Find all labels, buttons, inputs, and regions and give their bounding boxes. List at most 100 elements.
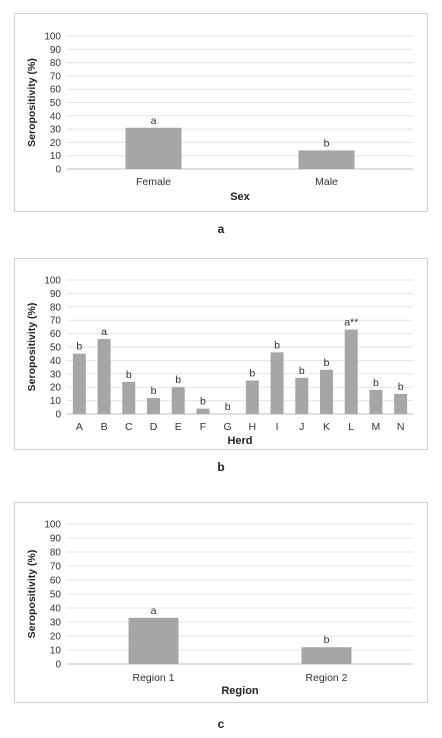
x-tick-label: Male: [315, 176, 338, 188]
bar-annotation: b: [151, 385, 157, 397]
bar: [72, 353, 86, 414]
bar-annotation: b: [225, 401, 231, 413]
bar-annotation: a: [151, 115, 157, 127]
y-tick-label: 40: [50, 111, 62, 122]
x-tick-label: G: [224, 421, 232, 433]
y-tick-label: 80: [50, 302, 62, 313]
y-tick-label: 0: [55, 660, 61, 671]
bar: [295, 377, 309, 414]
bar: [196, 408, 210, 414]
x-axis-label: Herd: [227, 435, 252, 447]
bar: [128, 617, 179, 664]
y-tick-label: 20: [50, 383, 62, 394]
x-tick-label: A: [76, 421, 83, 433]
y-tick-label: 90: [50, 45, 62, 56]
bar: [394, 393, 408, 414]
bar: [298, 150, 355, 169]
bar-annotation: b: [175, 374, 181, 386]
x-tick-label: H: [249, 421, 257, 433]
y-tick-label: 100: [44, 276, 61, 287]
bar-annotation: b: [398, 381, 404, 393]
bar-annotation: b: [126, 369, 132, 381]
chart-panel-region: 0 10 20 30 40 50 60 70 80 90 100 Seropositivity (%)…: [14, 502, 428, 703]
bar: [97, 338, 111, 414]
y-tick-label: 50: [50, 343, 62, 354]
x-tick-label: Region 1: [132, 672, 174, 684]
bar-annotation: b: [76, 341, 82, 353]
y-tick-label: 20: [50, 138, 62, 149]
bar: [147, 397, 160, 414]
x-tick-label: D: [150, 421, 158, 433]
y-tick-label: 60: [50, 85, 62, 96]
bar-annotation: b: [274, 339, 280, 351]
y-axis-label: Seropositivity (%): [26, 58, 38, 147]
y-tick-label: 60: [50, 329, 62, 340]
chart-sex: 0 10 20 30 40 50 60 70 80 90 100 Seropositivity (%)…: [26, 32, 413, 203]
x-tick-label: N: [397, 421, 405, 433]
bar: [344, 329, 358, 414]
bar-annotation: b: [324, 137, 330, 149]
bar-annotation: b: [324, 634, 330, 646]
y-tick-label: 40: [50, 604, 62, 615]
y-tick-label: 40: [50, 356, 62, 367]
x-tick-label: Female: [136, 176, 171, 188]
y-tick-label: 60: [50, 576, 62, 587]
x-tick-label: B: [101, 421, 108, 433]
y-tick-label: 10: [50, 396, 62, 407]
bar: [369, 389, 383, 414]
y-tick-label: 20: [50, 632, 62, 643]
y-tick-label: 0: [55, 165, 61, 176]
caption-c: c: [217, 717, 225, 731]
bar-annotation: b: [373, 377, 379, 389]
chart-panel-herd: 0 10 20 30 40 50 60 70 80 90 100 Seropositivity (%)…: [14, 258, 428, 450]
chart-herd: 0 10 20 30 40 50 60 70 80 90 100 Seropositivity (%)…: [26, 276, 413, 447]
bar-annotation: b: [299, 365, 305, 377]
y-tick-label: 70: [50, 71, 62, 82]
y-tick-label: 90: [50, 534, 62, 545]
bar-annotation: b: [200, 396, 206, 408]
y-tick-label: 100: [44, 32, 61, 43]
x-tick-label: J: [299, 421, 304, 433]
y-tick-label: 30: [50, 369, 62, 380]
bar-annotation: a: [151, 605, 157, 617]
x-tick-label: F: [200, 421, 206, 433]
x-axis-label: Region: [221, 685, 259, 697]
y-tick-label: 80: [50, 58, 62, 69]
caption-a: a: [217, 222, 225, 236]
x-axis-label: Sex: [230, 191, 250, 203]
y-tick-label: 10: [50, 151, 62, 162]
bar-annotation: a**: [344, 317, 358, 329]
caption-b: b: [217, 460, 225, 474]
x-tick-label: I: [276, 421, 279, 433]
bar-annotation: b: [324, 357, 330, 369]
x-tick-label: C: [125, 421, 133, 433]
bar: [301, 647, 352, 664]
y-tick-label: 30: [50, 618, 62, 629]
y-tick-label: 70: [50, 562, 62, 573]
chart-region: 0 10 20 30 40 50 60 70 80 90 100 Seropositivity (%)…: [26, 520, 413, 697]
y-tick-label: 50: [50, 590, 62, 601]
bar-annotation: b: [249, 368, 255, 380]
bar: [171, 387, 185, 414]
bar-annotation: a: [101, 326, 107, 338]
y-axis-label: Seropositivity (%): [26, 303, 38, 392]
chart-panel-sex: 0 10 20 30 40 50 60 70 80 90 100 Seropositivity (%)…: [14, 13, 428, 212]
y-tick-label: 80: [50, 548, 62, 559]
y-tick-label: 90: [50, 289, 62, 300]
x-tick-label: M: [372, 421, 381, 433]
y-tick-label: 0: [55, 410, 61, 421]
x-tick-label: E: [175, 421, 182, 433]
bar: [245, 380, 259, 414]
y-axis-label: Seropositivity (%): [26, 550, 38, 639]
bar: [320, 369, 333, 414]
bar: [125, 127, 182, 169]
bar: [122, 381, 136, 414]
y-tick-label: 10: [50, 646, 62, 657]
y-tick-label: 50: [50, 98, 62, 109]
x-tick-label: K: [323, 421, 330, 433]
x-tick-label: Region 2: [305, 672, 347, 684]
bar: [270, 352, 284, 414]
y-tick-label: 30: [50, 125, 62, 136]
x-tick-label: L: [348, 421, 354, 433]
y-tick-label: 100: [44, 520, 61, 531]
